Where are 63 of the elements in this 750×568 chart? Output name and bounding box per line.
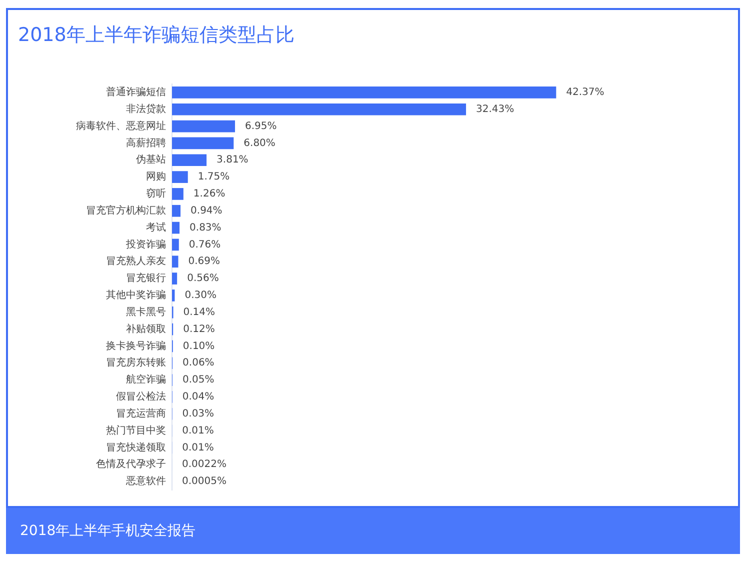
- data-label: 0.14%: [183, 306, 216, 318]
- text: 2018年上半年手机安全报告: [6, 508, 740, 554]
- bar: [172, 256, 178, 268]
- y-tick-label: 补贴领取: [126, 322, 166, 335]
- data-label: 0.12%: [183, 324, 215, 335]
- bar: [172, 290, 175, 302]
- data-label: 6.80%: [244, 138, 276, 149]
- y-tick-label: 航空诈骗: [126, 374, 166, 386]
- data-label: 0.76%: [188, 239, 221, 250]
- y-tick-label: 冒充熟人亲友: [106, 255, 166, 268]
- y-tick-label: 考试: [146, 221, 166, 234]
- bar: [172, 272, 178, 284]
- data-label: 0.06%: [182, 358, 214, 369]
- bar: [172, 137, 234, 150]
- y-tick-label: 病毒软件、恶意网址: [76, 120, 166, 132]
- data-label: 0.0022%: [182, 459, 227, 470]
- data-label: 0.69%: [188, 256, 220, 268]
- bar: [172, 154, 207, 166]
- data-label: 6.95%: [245, 120, 277, 132]
- bar: [172, 222, 180, 234]
- y-tick-label: 窃听: [146, 188, 166, 200]
- y-tick-label: 热门节目中奖: [106, 424, 166, 436]
- y-tick-label: 高薪招聘: [126, 136, 166, 149]
- bar: [172, 238, 179, 251]
- data-label: 0.30%: [184, 290, 216, 302]
- bar: [172, 204, 181, 217]
- y-tick-label: 非法贷款: [126, 102, 166, 115]
- y-tick-label: 冒充运营商: [116, 407, 166, 420]
- data-label: 42.37%: [566, 87, 604, 98]
- bar: [172, 171, 188, 183]
- y-tick-label: 冒充快递领取: [106, 441, 166, 454]
- data-label: 0.05%: [182, 374, 214, 386]
- data-label: 0.10%: [182, 340, 215, 352]
- y-tick-label: 普通诈骗短信: [106, 86, 166, 98]
- data-label: 0.83%: [190, 222, 222, 234]
- y-tick-label: 黑卡黑号: [126, 306, 166, 318]
- y-tick-label: 换卡换号诈骗: [106, 340, 166, 352]
- y-tick-label: 冒充房东转账: [106, 356, 166, 369]
- data-label: 0.03%: [182, 408, 214, 420]
- data-label: 0.04%: [182, 392, 214, 403]
- y-tick-label: 其他中奖诈骗: [106, 289, 166, 302]
- y-tick-label: 冒充官方机构汇款: [86, 204, 166, 216]
- y-tick-label: 冒充银行: [126, 272, 166, 284]
- data-label: 32.43%: [476, 104, 514, 115]
- data-label: 0.01%: [182, 442, 214, 454]
- bar: [172, 188, 184, 200]
- y-tick-label: 假冒公检法: [116, 390, 166, 403]
- y-tick-label: 色情及代孕求子: [96, 458, 166, 470]
- bar: [172, 103, 466, 116]
- y-tick-label: 网购: [146, 172, 166, 183]
- data-label: 1.26%: [193, 188, 226, 200]
- data-label: 0.94%: [190, 205, 222, 216]
- y-tick-label: 伪基站: [136, 154, 166, 166]
- data-label: 0.01%: [182, 425, 214, 436]
- bar: [172, 86, 556, 98]
- data-label: 0.56%: [187, 273, 219, 284]
- y-tick-label: 投资诈骗: [125, 238, 166, 250]
- bar: [172, 120, 236, 132]
- data-label: 3.81%: [216, 154, 248, 166]
- data-label: 0.0005%: [182, 476, 227, 488]
- data-label: 1.75%: [198, 172, 230, 183]
- chart-title: 2018年上半年诈骗短信类型占比: [18, 23, 294, 48]
- y-tick-label: 恶意软件: [125, 475, 166, 488]
